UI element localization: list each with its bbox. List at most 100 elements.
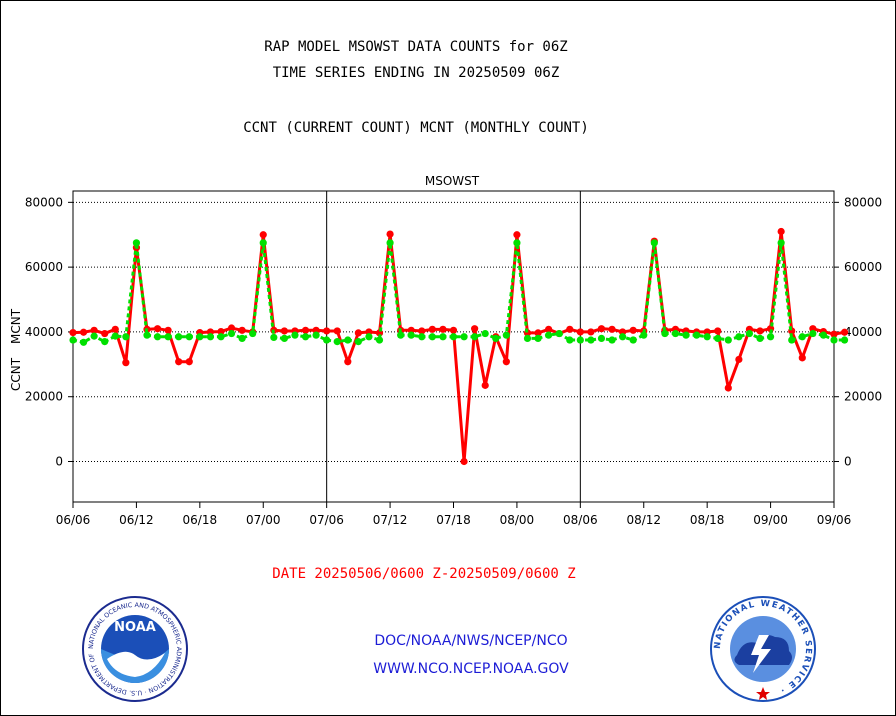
y-tick-label-left: 0 [55, 455, 63, 469]
y-tick-label-right: 80000 [844, 195, 882, 209]
data-point-ccnt [629, 326, 637, 334]
data-point-ccnt [513, 231, 521, 239]
data-point-ccnt [185, 358, 193, 366]
x-tick-label: 08/06 [563, 513, 598, 527]
data-point-ccnt [301, 326, 310, 334]
data-point-mcnt [671, 329, 680, 338]
time-series-chart: MSOWST 0 0 20000 20000 40000 40000 60000 60000 8… [9, 174, 882, 527]
data-point-mcnt [840, 336, 849, 344]
x-tick-label: 06/18 [183, 513, 218, 527]
data-point-mcnt [418, 333, 426, 341]
y-axis-label-mcnt: MCNT [9, 308, 23, 344]
y-tick-label-left: 20000 [25, 390, 63, 404]
y-tick-label-right: 60000 [844, 260, 882, 274]
data-point-ccnt [428, 325, 436, 333]
data-point-mcnt [724, 336, 732, 344]
x-tick-label: 07/06 [309, 513, 344, 527]
data-point-mcnt [291, 331, 299, 339]
data-point-mcnt [196, 333, 204, 341]
noaa-label: NOAA [114, 620, 156, 635]
data-point-ccnt [576, 328, 584, 336]
chart-title-line1: RAP MODEL MSOWST DATA COUNTS for 06Z [264, 39, 568, 55]
data-point-mcnt [597, 334, 606, 343]
data-point-mcnt [830, 336, 838, 344]
data-point-ccnt [460, 457, 468, 466]
plot-title: MSOWST [425, 174, 480, 188]
data-point-mcnt [640, 331, 648, 339]
data-point-mcnt [513, 239, 521, 247]
series-line-mcnt [72, 241, 845, 344]
x-tick-label: 09/06 [817, 513, 852, 527]
data-point-mcnt [397, 331, 405, 339]
data-point-mcnt [79, 338, 88, 346]
data-point-mcnt [809, 329, 817, 338]
x-tick-label: 06/12 [119, 513, 154, 527]
data-point-mcnt [629, 336, 637, 344]
series-layer [69, 227, 849, 466]
data-point-mcnt [819, 331, 828, 339]
data-point-ccnt [164, 326, 172, 334]
data-point-mcnt [777, 239, 785, 247]
data-point-ccnt [830, 330, 838, 338]
data-point-ccnt [418, 327, 426, 335]
data-point-ccnt [79, 328, 88, 336]
data-point-ccnt [714, 327, 722, 335]
data-point-mcnt [481, 329, 489, 338]
data-point-mcnt [101, 338, 109, 346]
data-point-mcnt [502, 331, 510, 339]
data-point-mcnt [523, 334, 532, 343]
data-point-mcnt [238, 334, 246, 343]
data-point-mcnt [788, 336, 796, 344]
data-point-mcnt [301, 333, 310, 341]
data-point-mcnt [661, 329, 669, 338]
axis-layer: 0 0 20000 20000 40000 40000 60000 60000 80000 800… [25, 190, 882, 527]
data-point-mcnt [143, 331, 151, 339]
data-point-mcnt [439, 333, 447, 341]
data-point-ccnt [354, 329, 362, 337]
data-point-ccnt [798, 354, 806, 362]
data-point-ccnt [840, 328, 849, 336]
data-point-mcnt [227, 329, 236, 338]
series-line-ccnt [72, 229, 845, 464]
data-point-ccnt [471, 325, 479, 333]
data-point-mcnt [323, 336, 331, 344]
footer-url-link[interactable]: WWW.NCO.NCEP.NOAA.GOV [373, 661, 569, 677]
data-point-mcnt [534, 334, 542, 343]
data-point-mcnt [365, 333, 373, 341]
data-point-ccnt [608, 325, 616, 333]
data-point-mcnt [122, 333, 130, 341]
data-point-mcnt [185, 333, 193, 341]
data-point-ccnt [227, 324, 236, 332]
data-point-ccnt [481, 381, 489, 389]
data-point-ccnt [153, 325, 162, 333]
x-tick-label: 08/00 [500, 513, 535, 527]
data-point-mcnt [650, 239, 658, 247]
data-point-mcnt [333, 338, 341, 346]
data-point-ccnt [175, 358, 183, 366]
data-point-ccnt [323, 327, 331, 335]
data-point-ccnt [439, 325, 447, 333]
data-point-ccnt [735, 355, 743, 364]
data-point-mcnt [566, 336, 574, 344]
data-point-mcnt [545, 331, 553, 339]
data-point-mcnt [354, 338, 362, 346]
data-point-mcnt [69, 336, 77, 344]
data-point-ccnt [566, 325, 574, 333]
data-point-ccnt [724, 384, 732, 392]
y-tick-label-left: 40000 [25, 325, 63, 339]
data-point-mcnt [471, 333, 479, 341]
data-point-mcnt [312, 331, 320, 339]
data-point-ccnt [217, 327, 225, 336]
data-point-mcnt [692, 331, 701, 339]
y-tick-label-right: 40000 [844, 325, 882, 339]
data-point-mcnt [175, 333, 183, 341]
data-point-ccnt [69, 328, 77, 337]
data-point-mcnt [449, 333, 458, 341]
y-axis-label-ccnt: CCNT [9, 357, 23, 391]
data-point-mcnt [111, 332, 119, 340]
footer-org-link[interactable]: DOC/NOAA/NWS/NCEP/NCO [374, 633, 568, 649]
data-point-mcnt [735, 333, 743, 341]
nws-logo: NATIONAL WEATHER SERVICE · [709, 595, 817, 703]
data-point-mcnt [206, 333, 215, 341]
y-tick-label-right: 0 [844, 455, 852, 469]
